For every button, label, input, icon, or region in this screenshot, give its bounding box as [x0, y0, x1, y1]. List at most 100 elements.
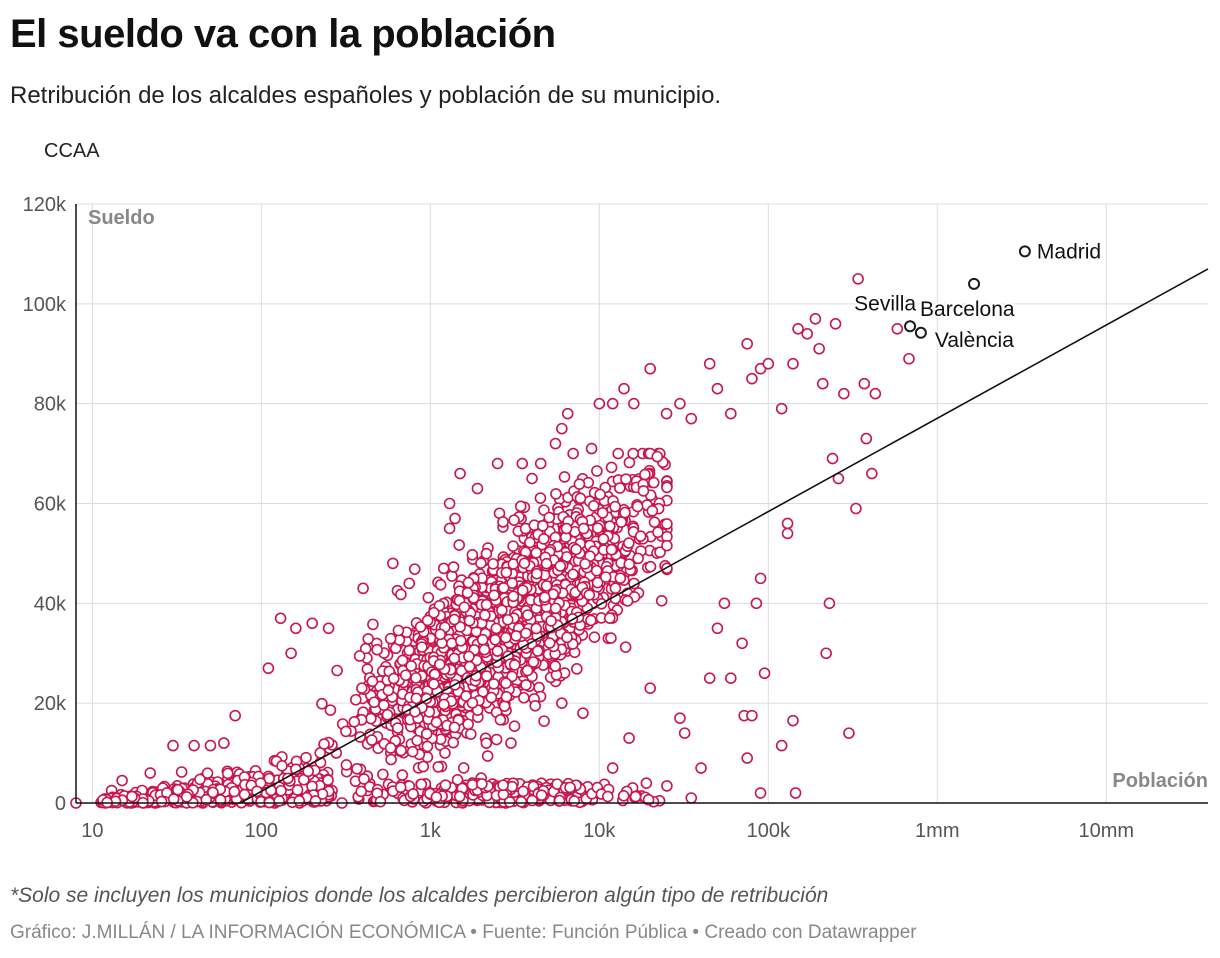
- data-point: [651, 450, 664, 463]
- data-point: [463, 614, 476, 627]
- data-point: [577, 522, 590, 535]
- data-point: [362, 633, 375, 645]
- data-point: [661, 539, 673, 552]
- data-point: [324, 704, 337, 716]
- data-point: [458, 601, 471, 614]
- data-point: [485, 691, 498, 704]
- data-point: [556, 697, 568, 709]
- y-tick-label: 60k: [34, 494, 67, 516]
- data-point: [348, 716, 361, 728]
- data-point: [530, 567, 543, 580]
- highlight-point: [1018, 245, 1031, 258]
- data-point: [538, 591, 551, 604]
- data-point: [554, 560, 567, 572]
- data-point: [514, 500, 527, 513]
- data-point: [852, 273, 864, 285]
- data-point: [535, 789, 548, 802]
- city-label: Barcelona: [920, 298, 1015, 321]
- data-point: [860, 432, 873, 445]
- data-point: [508, 720, 521, 733]
- data-point: [605, 632, 617, 644]
- data-point: [775, 739, 788, 752]
- data-point: [407, 788, 419, 800]
- ccaa-filter-button[interactable]: CCAA: [44, 140, 100, 162]
- data-point: [549, 437, 562, 450]
- data-point: [590, 564, 603, 577]
- data-point: [463, 650, 475, 663]
- footnote: *Solo se incluyen los municipios donde l…: [10, 884, 829, 907]
- data-point: [596, 507, 609, 519]
- data-point: [439, 779, 452, 791]
- data-point: [685, 792, 698, 804]
- axes: [75, 204, 1208, 804]
- data-point: [505, 737, 517, 749]
- data-point: [350, 693, 362, 706]
- data-point: [448, 652, 461, 665]
- data-point: [891, 322, 904, 335]
- data-point: [488, 589, 500, 602]
- data-point: [685, 412, 698, 425]
- data-point: [428, 678, 440, 690]
- highlight-point: [914, 326, 927, 339]
- data-point: [396, 769, 409, 781]
- data-point: [384, 742, 397, 754]
- data-point: [443, 522, 456, 535]
- data-point: [597, 533, 610, 545]
- data-point: [750, 597, 763, 610]
- data-point: [609, 500, 621, 513]
- data-point: [570, 543, 582, 556]
- data-point: [591, 465, 603, 477]
- data-point: [530, 622, 542, 635]
- data-point: [430, 791, 443, 803]
- data-point: [758, 667, 771, 680]
- data-point: [527, 656, 540, 668]
- data-point: [438, 698, 450, 711]
- data-point: [526, 794, 538, 807]
- data-point: [475, 557, 487, 570]
- data-point: [829, 318, 842, 330]
- data-point: [200, 793, 213, 806]
- data-point: [465, 728, 477, 740]
- data-point: [781, 517, 794, 530]
- data-point: [618, 382, 630, 395]
- data-point: [387, 672, 400, 685]
- data-point: [353, 650, 366, 662]
- data-point: [387, 557, 399, 570]
- data-point: [437, 562, 450, 575]
- data-point: [471, 482, 484, 495]
- data-point: [460, 690, 472, 702]
- data-point: [340, 725, 352, 738]
- data-point: [498, 700, 511, 712]
- data-point: [384, 632, 397, 645]
- data-point: [644, 682, 656, 694]
- data-point: [648, 516, 661, 528]
- data-point: [531, 645, 544, 657]
- data-point: [368, 696, 380, 709]
- data-point: [497, 779, 509, 792]
- data-point: [540, 580, 553, 592]
- city-label: Sevilla: [854, 292, 916, 315]
- data-point: [556, 422, 568, 435]
- data-point: [631, 500, 644, 513]
- data-point: [567, 447, 579, 460]
- data-point: [290, 622, 302, 635]
- data-point: [403, 577, 416, 590]
- data-point: [434, 628, 447, 641]
- data-point: [466, 778, 479, 791]
- data-point: [593, 397, 606, 410]
- y-tick-label: 80k: [34, 394, 67, 416]
- data-point: [155, 795, 168, 808]
- data-point: [801, 327, 814, 340]
- chart-subtitle: Retribución de los alcaldes españoles y …: [10, 82, 722, 109]
- data-point: [623, 558, 636, 570]
- data-point: [453, 539, 465, 551]
- data-point: [374, 795, 387, 808]
- data-point: [674, 397, 686, 410]
- data-point: [204, 739, 217, 752]
- data-point: [620, 473, 632, 485]
- data-point: [262, 662, 275, 675]
- data-point: [627, 447, 639, 460]
- data-point: [503, 796, 516, 808]
- data-point: [506, 577, 518, 589]
